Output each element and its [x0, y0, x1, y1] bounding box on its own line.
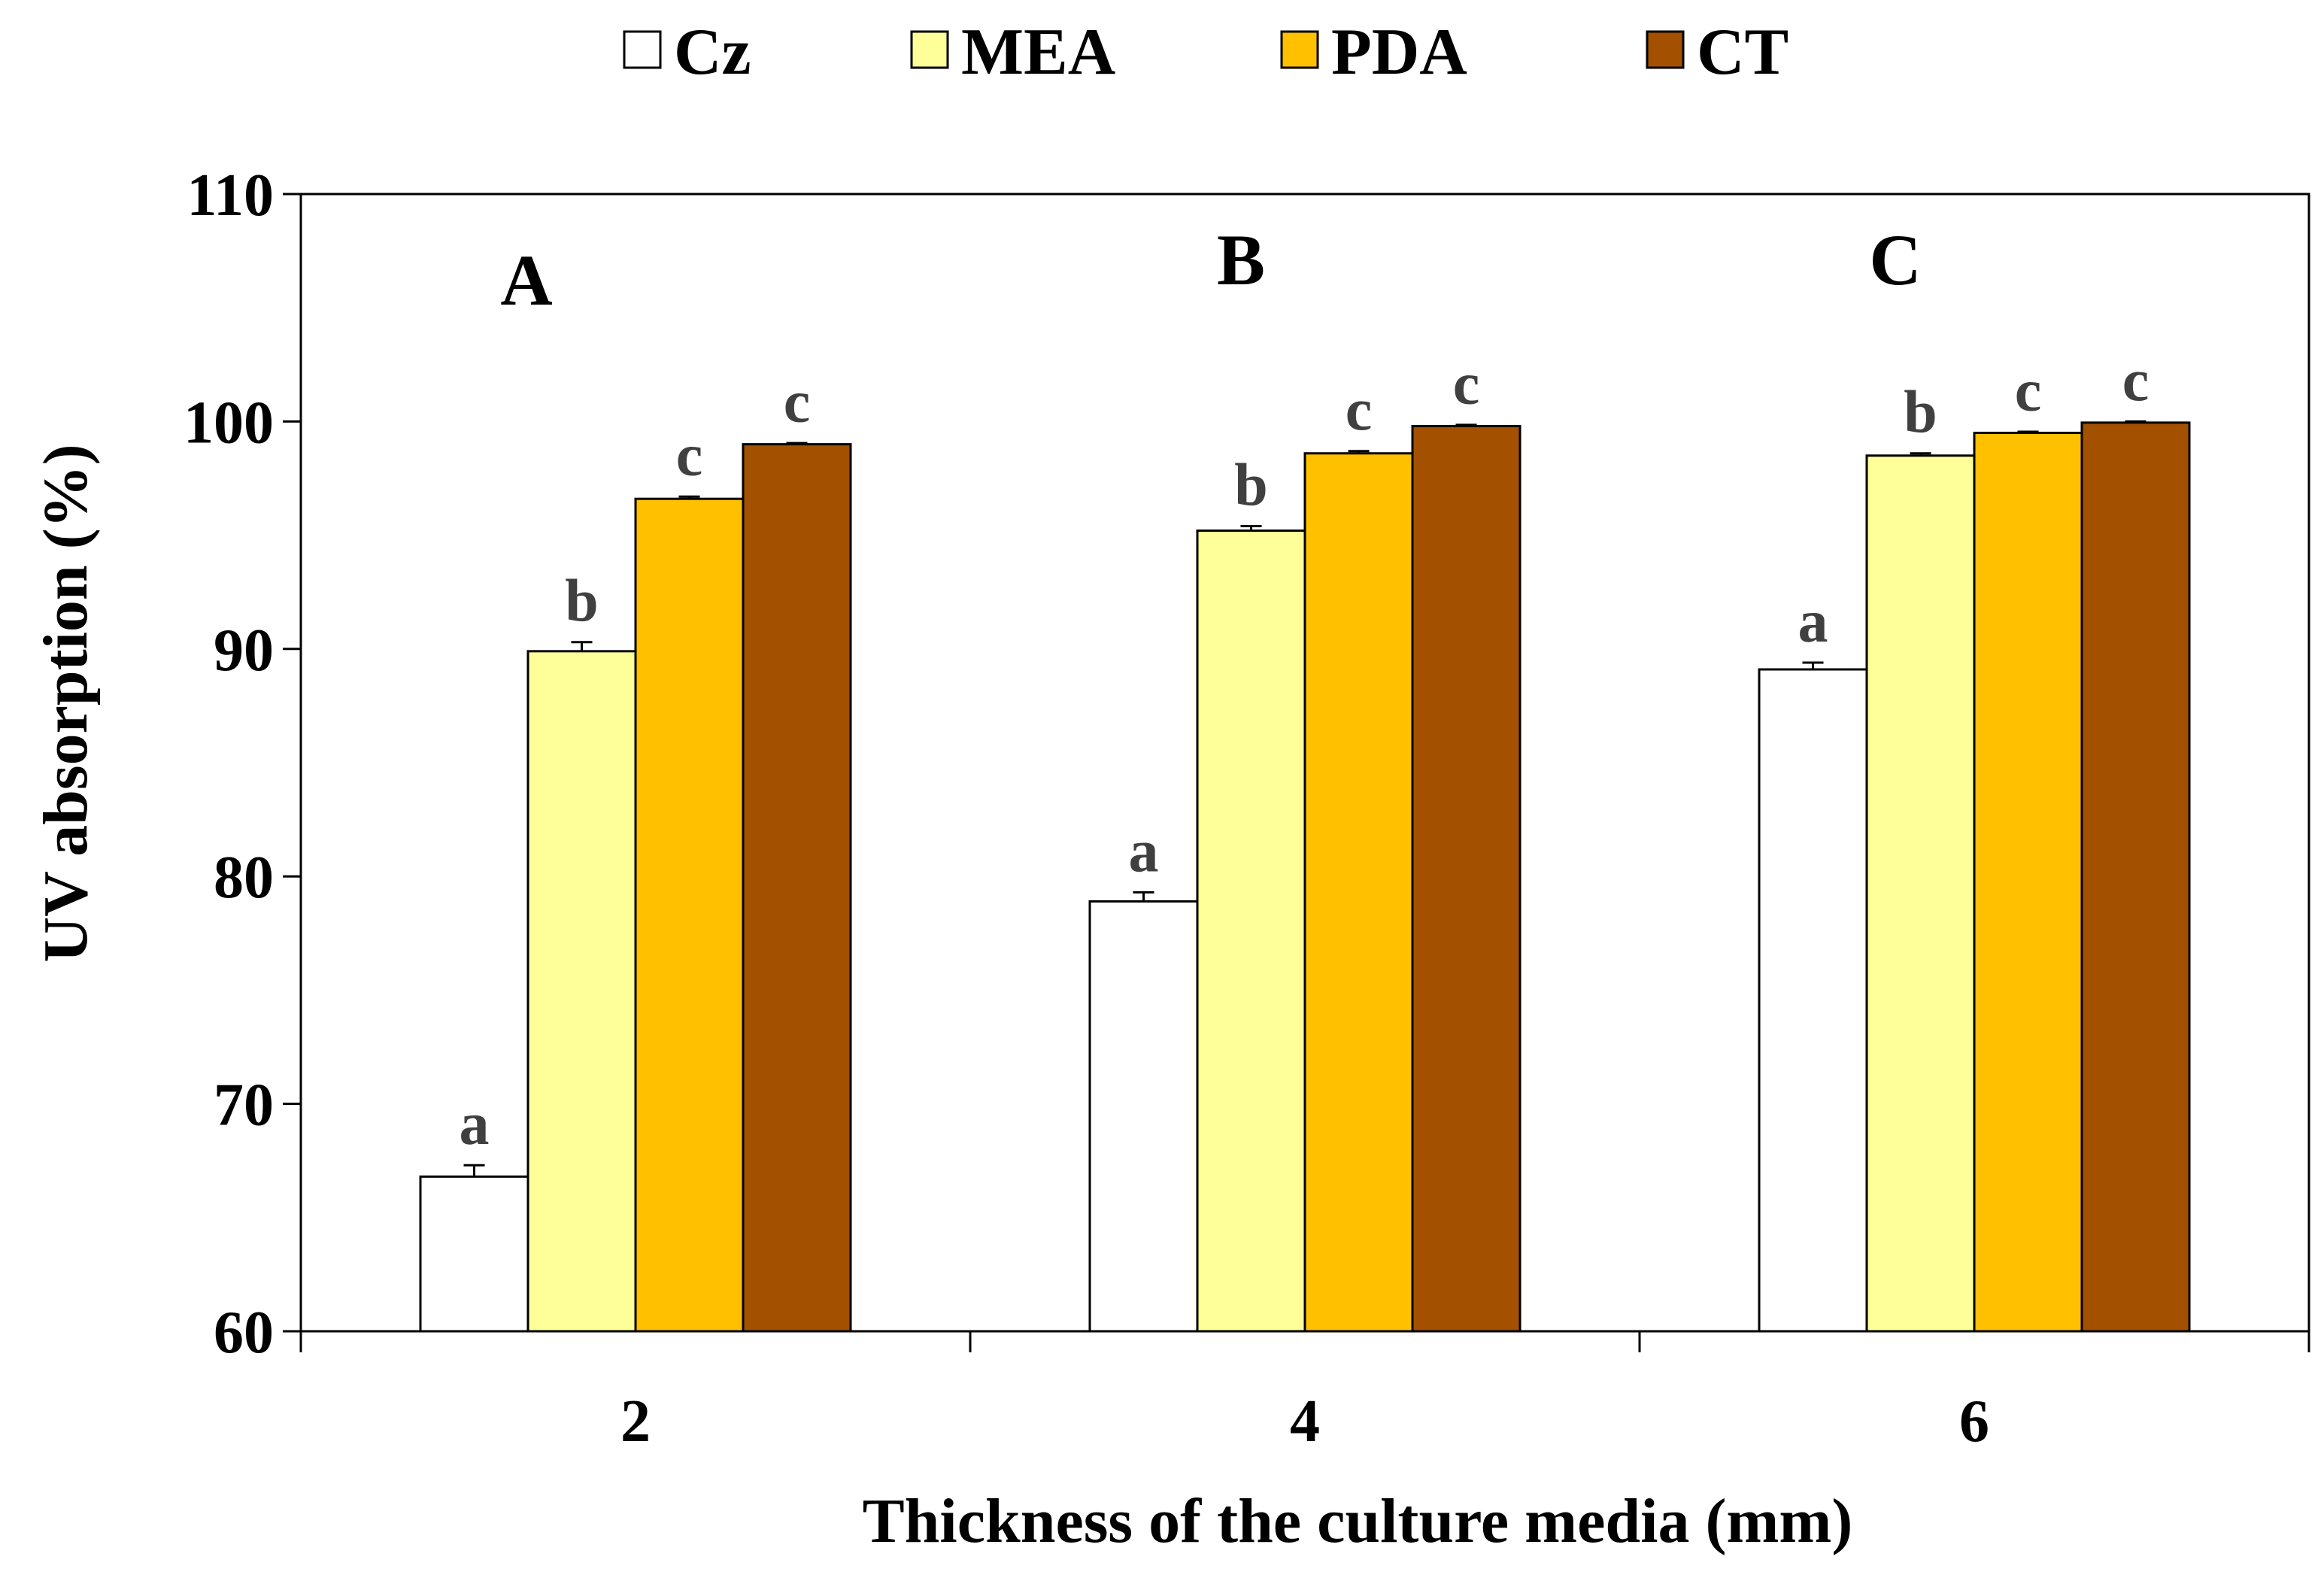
significance-letter: c: [784, 369, 811, 435]
bar-mea: [526, 650, 637, 1333]
bar-ct: [742, 443, 852, 1333]
legend-label-pda: PDA: [1331, 16, 1467, 89]
bar-ct: [2080, 421, 2191, 1333]
bar-ct: [1411, 424, 1522, 1333]
bar-mea: [1865, 454, 1976, 1333]
y-tick-label: 60: [214, 1300, 274, 1366]
significance-letter: a: [1798, 589, 1828, 655]
bar-pda: [1303, 452, 1414, 1333]
legend: Cz MEA PDA CT: [623, 16, 1789, 89]
x-tick-label: 4: [1290, 1388, 1320, 1455]
bar-pda: [1973, 432, 2083, 1333]
significance-letter: c: [2015, 358, 2042, 424]
legend-label-mea: MEA: [961, 16, 1115, 89]
bar-mea: [1196, 529, 1306, 1333]
x-tick-label: 6: [1959, 1388, 1989, 1455]
panel-label: A: [500, 240, 552, 320]
y-tick-label: 90: [214, 617, 274, 684]
panel-label: B: [1217, 220, 1265, 300]
significance-letter: c: [1453, 351, 1480, 417]
legend-swatch-cz: [623, 30, 662, 69]
y-tick-label: 70: [214, 1073, 274, 1139]
legend-label-ct: CT: [1697, 16, 1789, 89]
x-tick-label: 2: [620, 1388, 651, 1455]
significance-letter: a: [460, 1091, 490, 1158]
y-tick-label: 80: [214, 845, 274, 911]
significance-letter: b: [565, 569, 599, 635]
bar-pda: [634, 497, 745, 1333]
panel-label: C: [1869, 220, 1921, 300]
x-axis-title: Thickness of the culture media (mm): [863, 1486, 1853, 1556]
legend-swatch-ct: [1646, 30, 1685, 69]
significance-letter: a: [1129, 818, 1159, 885]
y-tick-label: 100: [184, 390, 274, 456]
legend-swatch-pda: [1280, 30, 1319, 69]
bar-cz: [419, 1175, 529, 1333]
legend-label-cz: Cz: [674, 16, 751, 89]
bar-cz: [1088, 900, 1199, 1333]
legend-swatch-mea: [910, 30, 949, 69]
bar-cz: [1758, 668, 1868, 1333]
y-axis-title: UV absorption (%): [31, 444, 101, 962]
significance-letter: b: [1234, 453, 1268, 519]
significance-letter: b: [1904, 380, 1937, 446]
significance-letter: c: [1346, 378, 1373, 444]
significance-letter: c: [2122, 347, 2150, 414]
plot-area: 60 70 80 90 100 110 2 a b c c A 4 a b c c B 6 a b c c C: [184, 162, 2310, 1455]
significance-letter: c: [676, 423, 703, 489]
y-tick-label: 110: [187, 162, 274, 229]
